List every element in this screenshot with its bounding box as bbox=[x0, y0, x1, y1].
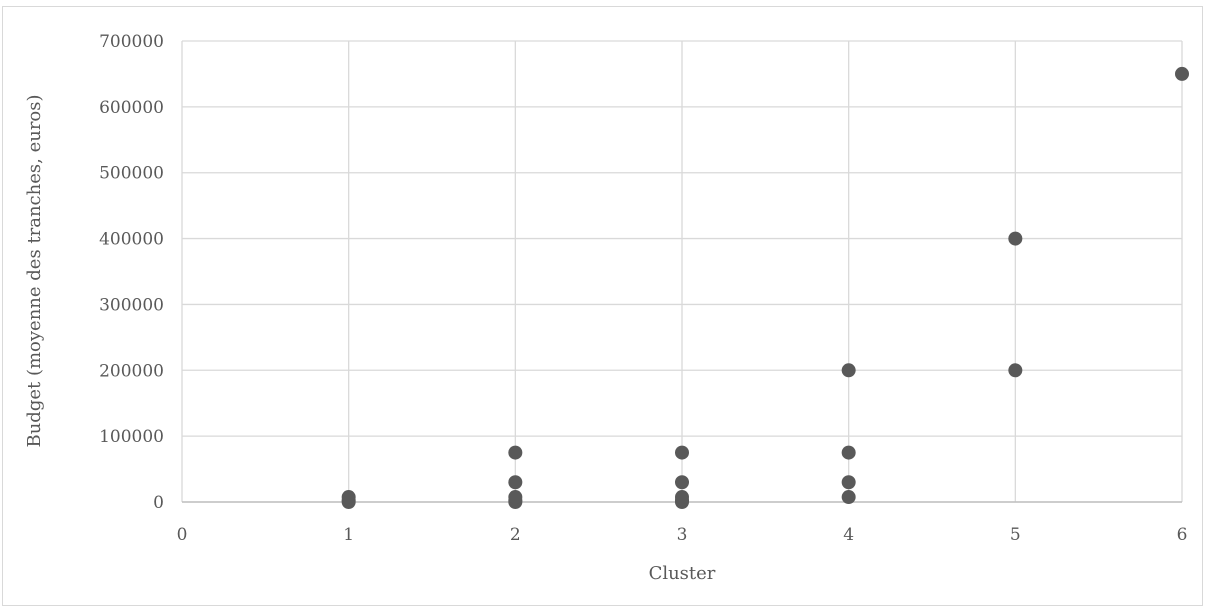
data-point bbox=[841, 490, 856, 505]
data-point bbox=[1008, 231, 1023, 246]
y-tick-label: 400000 bbox=[99, 230, 164, 250]
x-axis-title: Cluster bbox=[649, 563, 716, 584]
y-tick-label: 600000 bbox=[99, 98, 164, 118]
y-tick-label: 200000 bbox=[99, 361, 164, 381]
data-point bbox=[675, 445, 689, 460]
chart-area bbox=[2, 6, 1203, 606]
data-point bbox=[841, 475, 856, 490]
y-tick-label: 0 bbox=[153, 493, 164, 513]
data-point bbox=[841, 363, 856, 378]
data-point bbox=[1175, 66, 1189, 81]
x-axis-ticks: 0 1 2 3 4 5 6 bbox=[177, 525, 1188, 545]
x-tick-label: 6 bbox=[1177, 525, 1188, 545]
data-point bbox=[841, 445, 856, 460]
data-points bbox=[341, 66, 1189, 509]
y-tick-label: 500000 bbox=[99, 164, 164, 184]
y-axis-ticks: 0 100000 200000 300000 400000 500000 600000 700… bbox=[99, 32, 164, 513]
data-point bbox=[1008, 363, 1023, 378]
data-point bbox=[508, 490, 523, 505]
y-tick-label: 700000 bbox=[99, 32, 164, 52]
x-tick-label: 4 bbox=[843, 525, 854, 545]
x-tick-label: 3 bbox=[677, 525, 688, 545]
gridlines bbox=[181, 40, 1183, 503]
x-tick-label: 0 bbox=[177, 525, 188, 545]
y-tick-label: 300000 bbox=[99, 295, 164, 315]
y-tick-label: 100000 bbox=[99, 427, 164, 447]
data-point bbox=[341, 490, 356, 505]
y-axis-title: Budget (moyenne des tranches, euros) bbox=[24, 94, 45, 447]
x-tick-label: 1 bbox=[343, 525, 354, 545]
x-tick-label: 5 bbox=[1010, 525, 1021, 545]
data-point bbox=[675, 475, 689, 490]
x-tick-label: 2 bbox=[510, 525, 521, 545]
data-point bbox=[675, 490, 689, 505]
data-point bbox=[508, 475, 523, 490]
data-point bbox=[508, 445, 523, 460]
